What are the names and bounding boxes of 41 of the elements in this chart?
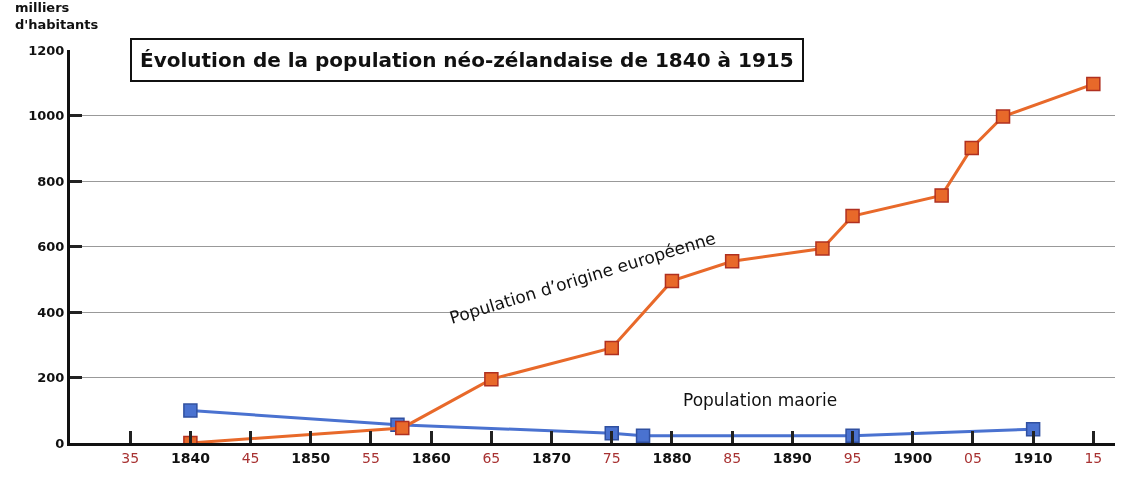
x-tick-label: 1870 — [532, 449, 572, 466]
x-tick-label: 1850 — [291, 449, 331, 466]
y-tick-label: 1200 — [28, 42, 65, 58]
point — [635, 428, 651, 443]
x-tick-label: 55 — [362, 449, 380, 466]
point — [484, 371, 499, 387]
point — [995, 109, 1011, 124]
x-tick-label: 45 — [241, 449, 260, 466]
x-tick-label: 05 — [964, 449, 982, 466]
x-tick-label: 1860 — [411, 449, 451, 466]
x-tick-label: 35 — [121, 449, 140, 466]
point — [604, 340, 620, 356]
x-tick-label: 15 — [1084, 449, 1103, 466]
point — [964, 140, 979, 156]
point — [815, 241, 830, 256]
point — [934, 188, 949, 203]
x-tick-label: 1890 — [772, 449, 813, 466]
y-tick-label: 600 — [37, 239, 65, 255]
y-tick-label: 400 — [37, 304, 65, 320]
x-tick-label: 1910 — [1013, 449, 1053, 466]
point — [395, 420, 410, 436]
point — [1086, 76, 1101, 92]
x-tick-label: 1900 — [893, 449, 933, 466]
chart-title: Évolution de la population néo-zélandaise de 1840 à 1915 — [140, 48, 794, 72]
point — [664, 273, 680, 289]
point — [183, 403, 198, 418]
y-tick-label: 1000 — [28, 108, 65, 124]
y-axis-title: milliers d'habitants — [15, 0, 99, 32]
point — [1025, 422, 1041, 437]
x-tick-label: 65 — [482, 449, 501, 466]
series-label: Population maorie — [683, 390, 838, 410]
x-tick-label: 85 — [723, 449, 742, 466]
point — [845, 208, 860, 224]
x-tick-label: 1840 — [170, 449, 211, 466]
x-tick-label: 95 — [843, 449, 862, 466]
y-tick-label: 0 — [55, 435, 65, 451]
x-tick-label: 1880 — [652, 449, 692, 466]
y-tick-label: 200 — [37, 370, 65, 386]
point — [724, 253, 740, 269]
x-tick-label: 75 — [602, 449, 621, 466]
y-tick-label: 800 — [37, 173, 65, 189]
